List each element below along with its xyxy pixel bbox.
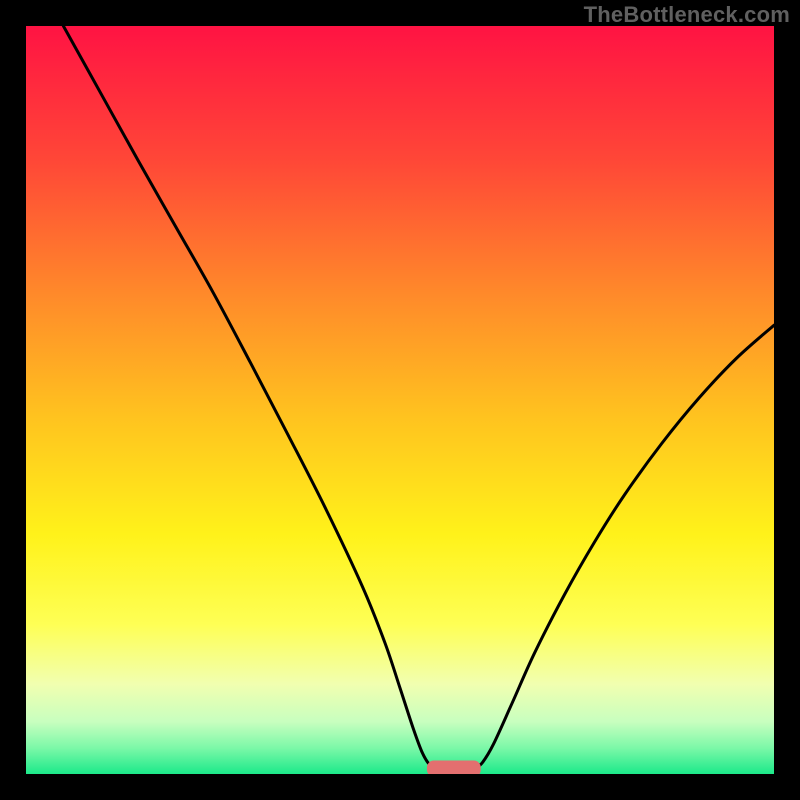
bottleneck-marker <box>427 761 481 774</box>
marker-layer <box>26 26 774 774</box>
plot-area <box>26 26 774 774</box>
watermark-text: TheBottleneck.com <box>584 2 790 28</box>
chart-frame: TheBottleneck.com <box>0 0 800 800</box>
